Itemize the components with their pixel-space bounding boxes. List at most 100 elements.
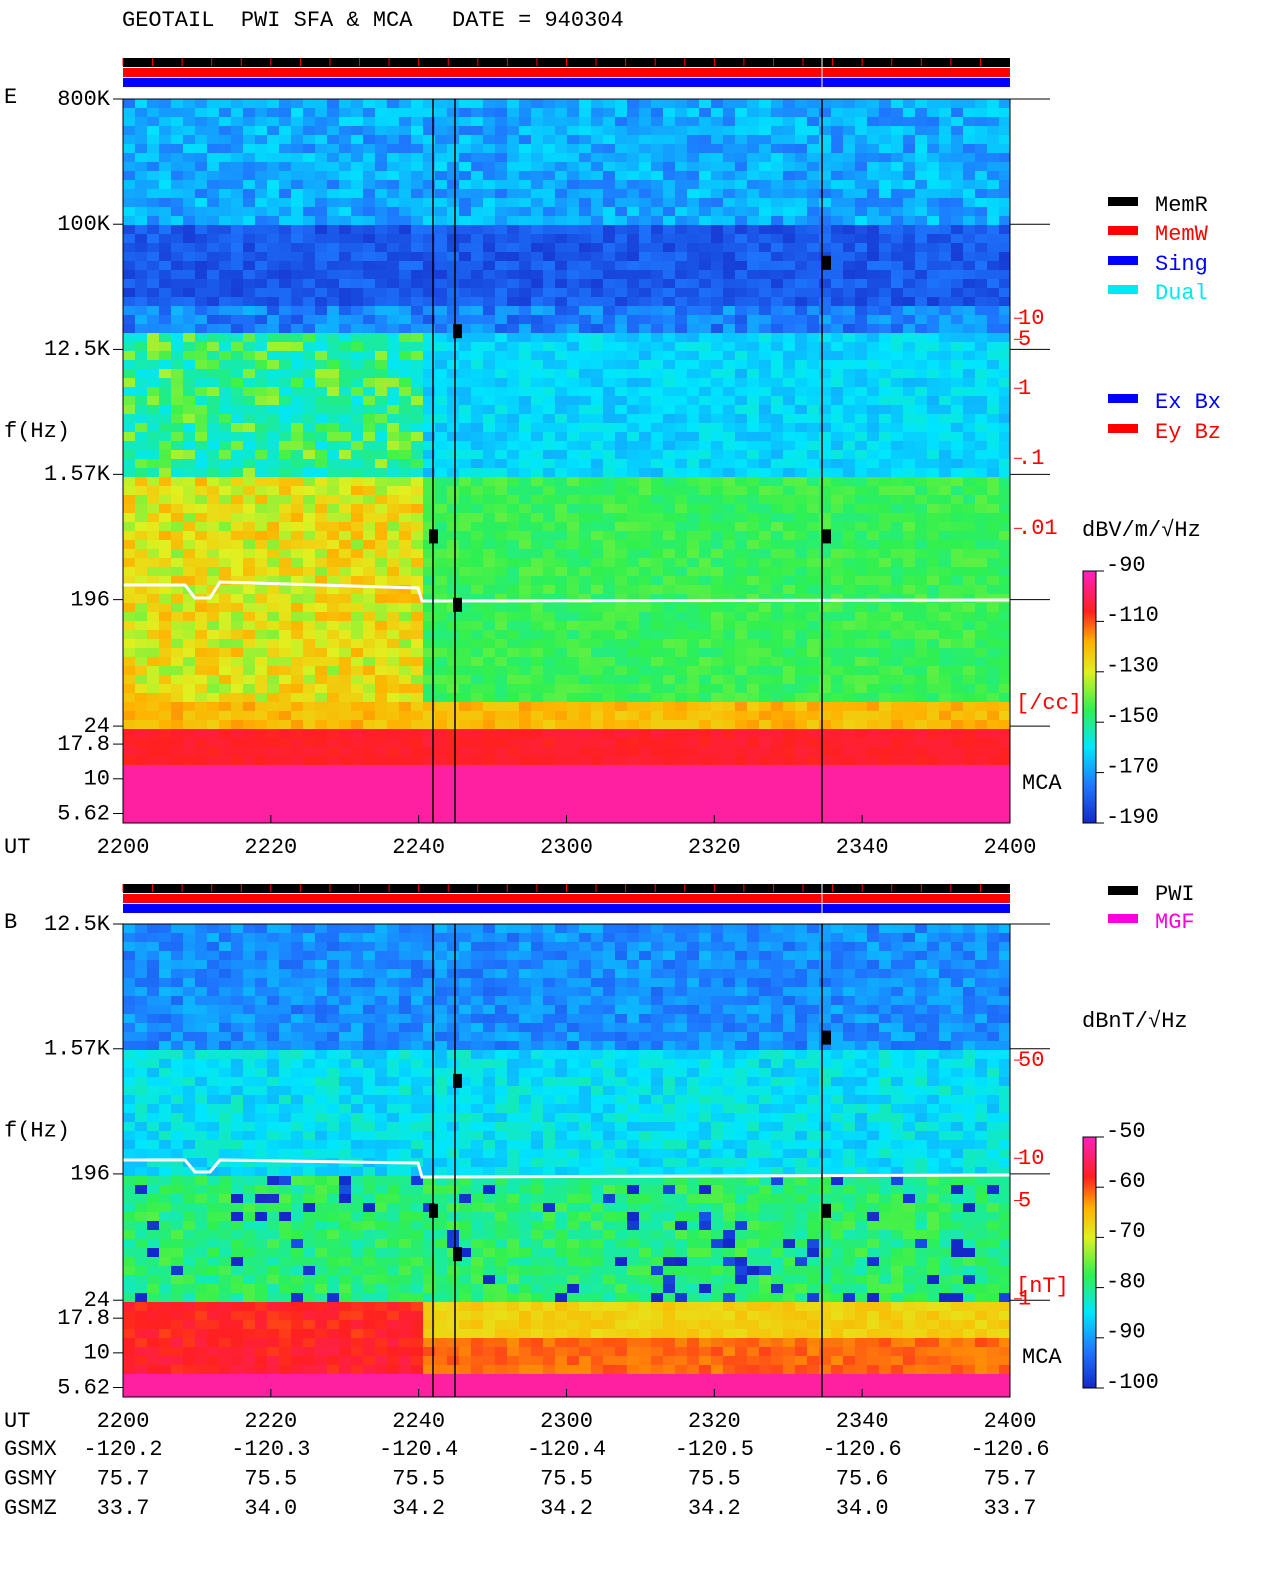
spectrogram-cell	[483, 576, 496, 586]
spectrogram-cell	[615, 297, 628, 307]
spectrogram-cell	[867, 504, 880, 514]
spectrogram-cell	[831, 342, 844, 352]
spectrogram-cell	[687, 108, 700, 118]
spectrogram-cell	[867, 198, 880, 208]
spectrogram-cell	[951, 540, 964, 550]
spectrogram-cell	[411, 549, 424, 559]
spectrogram-cell	[879, 693, 892, 703]
spectrogram-cell	[303, 324, 316, 334]
spectrogram-cell	[795, 153, 808, 163]
spectrogram-cell	[735, 504, 748, 514]
spectrogram-cell	[435, 297, 448, 307]
spectrogram-cell	[531, 306, 544, 316]
spectrogram-cell	[195, 288, 208, 298]
spectrogram-cell	[951, 459, 964, 469]
spectrogram-cell	[231, 261, 244, 271]
spectrogram-cell	[459, 378, 472, 388]
spectrogram-cell	[447, 585, 460, 595]
spectrogram-cell	[963, 495, 976, 505]
spectrogram-cell	[399, 549, 412, 559]
spectrogram-cell	[435, 549, 448, 559]
spectrogram-cell	[855, 99, 868, 109]
spectrogram-cell	[507, 342, 520, 352]
spectrogram-cell	[795, 432, 808, 442]
spectrogram-cell	[255, 414, 268, 424]
spectrogram-cell	[507, 99, 520, 109]
spectrogram-cell	[807, 333, 820, 343]
spectrogram-cell	[519, 486, 532, 496]
spectrogram-cell	[411, 594, 424, 604]
spectrogram-cell	[171, 702, 184, 712]
spectrogram-cell	[123, 360, 136, 370]
spectrogram-cell	[927, 207, 940, 217]
spectrogram-cell	[231, 243, 244, 253]
spectrogram-cell	[927, 171, 940, 181]
spectrogram-cell	[195, 378, 208, 388]
spectrogram-cell	[843, 189, 856, 199]
spectrogram-cell	[495, 243, 508, 253]
spectrogram-cell	[879, 477, 892, 487]
spectrogram-cell	[831, 612, 844, 622]
spectrogram-cell	[927, 369, 940, 379]
spectrogram-cell	[879, 108, 892, 118]
spectrogram-cell	[687, 369, 700, 379]
spectrogram-cell	[915, 162, 928, 172]
spectrogram-cell	[735, 171, 748, 181]
spectrogram-cell	[675, 279, 688, 289]
spectrogram-cell	[627, 189, 640, 199]
spectrogram-cell	[879, 684, 892, 694]
spectrogram-cell	[855, 234, 868, 244]
spectrogram-cell	[627, 504, 640, 514]
spectrogram-cell	[231, 648, 244, 658]
spectrogram-cell	[507, 585, 520, 595]
spectrogram-cell	[975, 270, 988, 280]
spectrogram-cell	[687, 252, 700, 262]
spectrogram-cell	[495, 603, 508, 613]
spectrogram-cell	[855, 648, 868, 658]
spectrogram-cell	[579, 216, 592, 226]
spectrogram-cell	[267, 684, 280, 694]
spectrogram-cell	[627, 513, 640, 523]
spectrogram-cell	[603, 450, 616, 460]
spectrogram-cell	[927, 576, 940, 586]
spectrogram-cell	[207, 477, 220, 487]
spectrogram-cell	[423, 126, 436, 136]
spectrogram-cell	[195, 414, 208, 424]
spectrogram-cell	[123, 306, 136, 316]
spectrogram-cell	[987, 657, 1000, 667]
spectrogram-cell	[351, 342, 364, 352]
spectrogram-cell	[207, 612, 220, 622]
spectrogram-cell	[855, 603, 868, 613]
spectrogram-cell	[435, 630, 448, 640]
spectrogram-cell	[975, 324, 988, 334]
spectrogram-cell	[363, 369, 376, 379]
spectrogram-cell	[903, 306, 916, 316]
spectrogram-cell	[759, 162, 772, 172]
spectrogram-cell	[279, 162, 292, 172]
spectrogram-cell	[507, 351, 520, 361]
spectrogram-cell	[411, 432, 424, 442]
spectrogram-cell	[471, 270, 484, 280]
spectrogram-cell	[531, 387, 544, 397]
spectrogram-cell	[135, 306, 148, 316]
spectrogram-cell	[699, 639, 712, 649]
spectrogram-cell	[507, 180, 520, 190]
spectrogram-cell	[123, 504, 136, 514]
spectrogram-cell	[135, 459, 148, 469]
spectrogram-cell	[483, 171, 496, 181]
spectrogram-cell	[687, 450, 700, 460]
spectrogram-cell	[147, 585, 160, 595]
spectrogram-cell	[627, 603, 640, 613]
spectrogram-cell	[483, 144, 496, 154]
spectrogram-cell	[687, 261, 700, 271]
spectrogram-cell	[723, 414, 736, 424]
spectrogram-cell	[903, 171, 916, 181]
spectrogram-cell	[471, 495, 484, 505]
spectrogram-cell	[447, 162, 460, 172]
spectrogram-cell	[603, 585, 616, 595]
spectrogram-cell	[951, 126, 964, 136]
spectrogram-cell	[819, 612, 832, 622]
spectrogram-cell	[291, 243, 304, 253]
spectrogram-cell	[831, 414, 844, 424]
spectrogram-cell	[891, 396, 904, 406]
